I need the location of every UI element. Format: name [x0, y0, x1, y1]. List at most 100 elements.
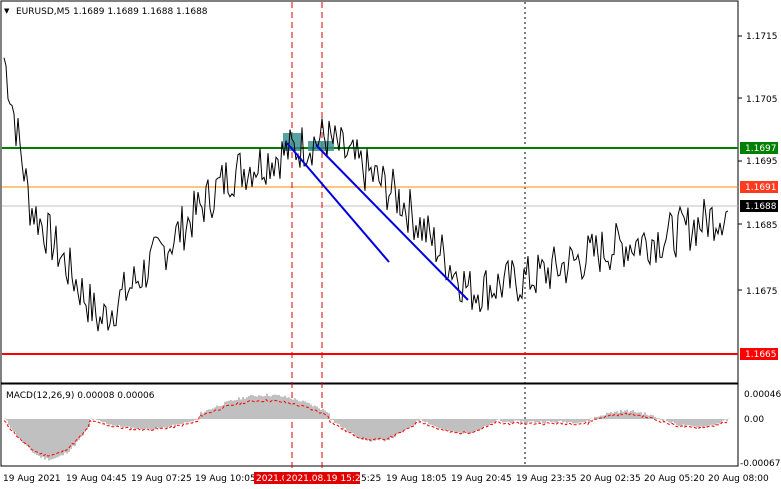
svg-text:1.1665: 1.1665: [745, 350, 777, 360]
price-pane[interactable]: [0, 0, 739, 384]
macd-bar: [180, 419, 182, 425]
macd-bar: [308, 402, 310, 419]
macd-bar: [342, 419, 344, 429]
price-tick: 1.1715: [746, 32, 778, 42]
trend-line-1[interactable]: [286, 142, 390, 263]
macd-bar: [488, 419, 490, 426]
svg-text:1.1697: 1.1697: [745, 144, 777, 154]
time-label: 20 Aug 08:00: [708, 474, 769, 484]
macd-bar: [532, 419, 534, 422]
macd-bar: [618, 412, 620, 419]
macd-bar: [210, 409, 212, 419]
macd-bar: [428, 419, 430, 425]
macd-bar: [212, 408, 214, 419]
macd-bar: [110, 419, 112, 425]
macd-bar: [96, 419, 98, 420]
macd-bar: [372, 419, 374, 441]
macd-bar: [496, 419, 498, 420]
signal-marker-box: [283, 133, 301, 151]
macd-bar: [684, 419, 686, 427]
macd-bar: [406, 419, 408, 428]
macd-bar: [222, 405, 224, 419]
macd-bar: [202, 413, 204, 419]
macd-bar: [264, 396, 266, 419]
macd-bar: [656, 418, 658, 419]
macd-bar: [582, 419, 584, 423]
time-label: 20 Aug 05:20: [644, 474, 705, 484]
macd-bar: [690, 419, 692, 426]
macd-bar: [354, 419, 356, 437]
macd-bar: [314, 405, 316, 419]
macd-bar: [718, 419, 720, 424]
macd-bar: [722, 419, 724, 421]
macd-bar: [522, 419, 524, 422]
macd-bar: [712, 419, 714, 425]
macd-bar: [588, 419, 590, 423]
macd-bar: [432, 419, 434, 426]
macd-bar: [134, 419, 136, 430]
macd-bar: [192, 419, 194, 422]
macd-bar: [294, 398, 296, 419]
macd-bar: [400, 419, 402, 433]
macd-bar: [158, 419, 160, 429]
macd-bar: [204, 411, 206, 419]
macd-bar: [244, 398, 246, 419]
macd-bar: [242, 396, 244, 419]
macd-bar: [658, 418, 660, 419]
macd-bar: [420, 419, 422, 420]
price-tag-orange: 1.1691: [740, 181, 778, 193]
macd-bar: [330, 419, 332, 421]
symbol-header: EURUSD,M5 1.1689 1.1689 1.1688 1.1688: [16, 7, 208, 17]
macd-bar: [566, 419, 568, 424]
macd-bar: [338, 419, 340, 425]
macd-bar: [654, 416, 656, 419]
trend-line-2[interactable]: [315, 144, 469, 301]
macd-bar: [384, 419, 386, 442]
macd-bar: [260, 395, 262, 419]
macd-bar: [340, 419, 342, 427]
macd-bar: [434, 419, 436, 427]
macd-bar: [558, 419, 560, 422]
macd-bar: [28, 419, 30, 448]
macd-bar: [464, 419, 466, 432]
macd-bar: [230, 400, 232, 419]
macd-bar: [388, 419, 390, 441]
macd-bar: [62, 419, 64, 456]
macd-bar: [118, 419, 120, 426]
macd-bar: [484, 419, 486, 427]
macd-tick: 0.00: [744, 415, 764, 425]
macd-histogram: [4, 393, 730, 461]
macd-bar: [392, 419, 394, 439]
macd-bar: [84, 419, 86, 432]
macd-bar: [612, 413, 614, 419]
macd-bar: [422, 419, 424, 422]
macd-bar: [504, 419, 506, 423]
macd-bar: [696, 419, 698, 428]
macd-bar: [678, 419, 680, 426]
macd-bar: [524, 419, 526, 423]
macd-bar: [650, 414, 652, 419]
macd-bar: [572, 419, 574, 424]
macd-bar: [124, 419, 126, 427]
time-label: 19 Aug 04:45: [66, 474, 127, 484]
macd-bar: [274, 394, 276, 419]
macd-bar: [350, 419, 352, 433]
macd-bar: [216, 405, 218, 419]
macd-bar: [668, 419, 670, 423]
macd-bar: [666, 419, 668, 422]
macd-bar: [60, 419, 62, 456]
symbol-menu-icon[interactable]: ▼: [4, 7, 10, 15]
macd-bar: [586, 419, 588, 421]
time-axis: 19 Aug 2021 19 Aug 04:45 19 Aug 07:25 19…: [3, 472, 769, 484]
macd-bar: [300, 401, 302, 419]
macd-tick: -0.00067: [740, 459, 780, 469]
macd-bar: [72, 419, 74, 446]
macd-bar: [68, 419, 70, 452]
macd-bar: [18, 419, 20, 439]
macd-bar: [662, 419, 664, 422]
macd-bar: [290, 398, 292, 419]
macd-bar: [102, 419, 104, 423]
svg-text:1.1688: 1.1688: [745, 202, 777, 212]
macd-bar: [182, 419, 184, 426]
